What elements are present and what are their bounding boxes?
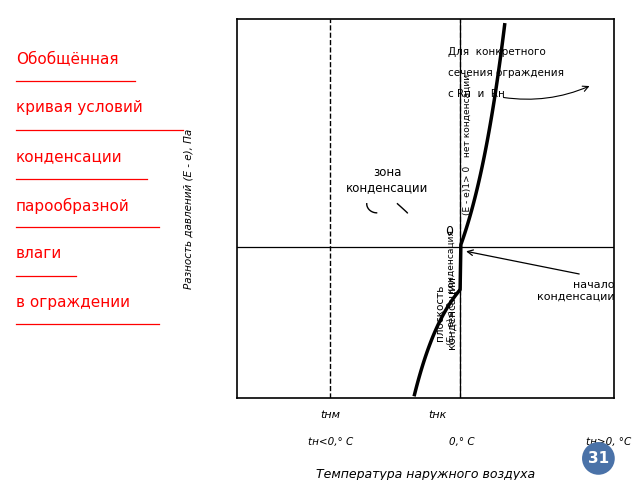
Text: Разность давлений (E - e), Па: Разность давлений (E - e), Па xyxy=(183,129,193,289)
Text: сечения ограждения: сечения ограждения xyxy=(448,68,564,78)
Text: tнм: tнм xyxy=(320,409,340,420)
Text: в ограждении: в ограждении xyxy=(16,295,130,310)
Text: tн>0, °С: tн>0, °С xyxy=(586,437,631,447)
Text: Для  конкретного: Для конкретного xyxy=(448,47,546,57)
Text: tн<0,° С: tн<0,° С xyxy=(308,437,353,447)
Text: (E - e)1> 0   нет конденсации: (E - e)1> 0 нет конденсации xyxy=(463,74,472,215)
Text: 31: 31 xyxy=(588,451,609,466)
Text: зона
конденсации: зона конденсации xyxy=(346,166,428,193)
Text: с Rп  и  Rн: с Rп и Rн xyxy=(448,89,505,99)
Text: Обобщённая: Обобщённая xyxy=(16,52,118,67)
Text: влаги: влаги xyxy=(16,246,62,261)
Text: 0: 0 xyxy=(445,225,453,238)
Text: плоскость
конденсации: плоскость конденсации xyxy=(435,276,457,349)
Text: tнк: tнк xyxy=(429,409,447,420)
Text: Температура наружного воздуха: Температура наружного воздуха xyxy=(316,468,535,480)
Text: (E - e)≤ 0   конденсация: (E - e)≤ 0 конденсация xyxy=(447,230,456,345)
Text: конденсации: конденсации xyxy=(16,149,123,164)
Text: начало
конденсации: начало конденсации xyxy=(537,279,614,301)
Text: кривая условий: кривая условий xyxy=(16,100,143,115)
Text: парообразной: парообразной xyxy=(16,198,130,214)
Text: 0,° С: 0,° С xyxy=(449,437,475,447)
